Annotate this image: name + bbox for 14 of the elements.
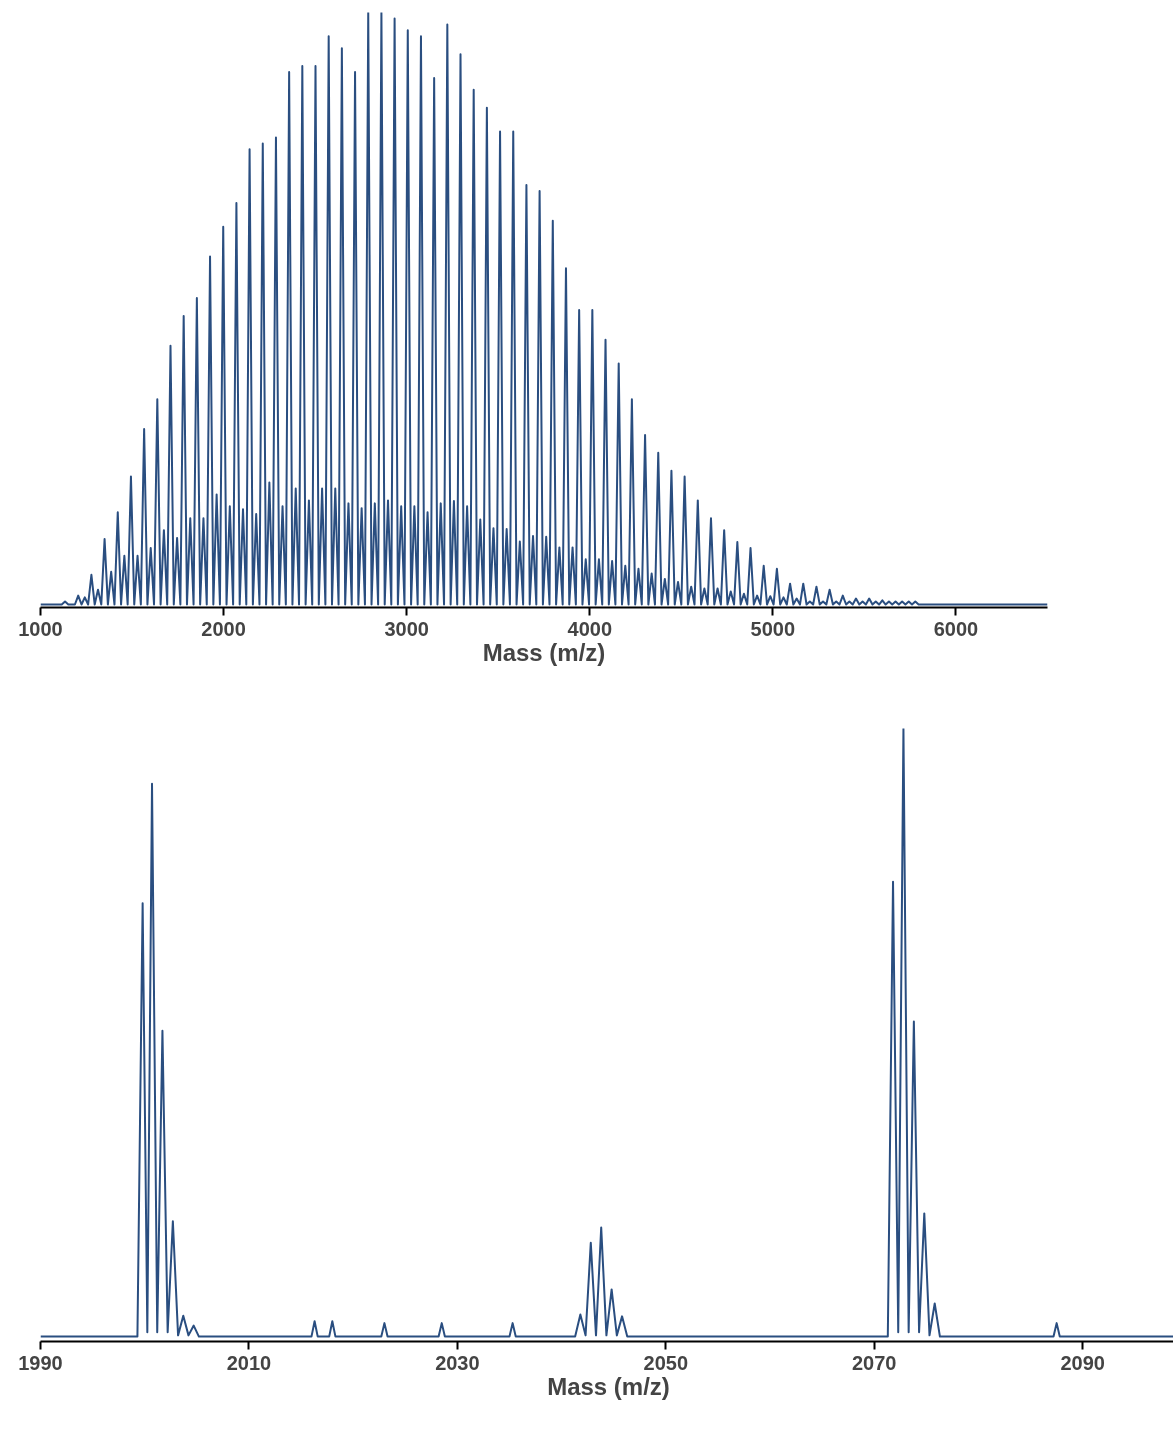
x-tick-label: 3000: [384, 617, 429, 640]
x-tick-label: 2030: [435, 1351, 480, 1374]
x-tick-label: 2070: [852, 1351, 897, 1374]
x-tick-label: 6000: [933, 617, 979, 640]
x-tick-label: 2010: [226, 1351, 272, 1374]
x-tick-label: 5000: [750, 617, 796, 640]
x-axis-title: Mass (m/z): [482, 638, 606, 666]
x-tick-label: 2000: [201, 617, 246, 640]
x-tick-label: 1000: [18, 617, 63, 640]
x-axis-title: Mass (m/z): [547, 1372, 670, 1400]
x-tick-label: 2090: [1060, 1351, 1105, 1374]
x-tick-label: 2050: [643, 1351, 689, 1374]
x-tick-label: 1990: [18, 1351, 63, 1374]
x-tick-label: 4000: [567, 617, 613, 640]
